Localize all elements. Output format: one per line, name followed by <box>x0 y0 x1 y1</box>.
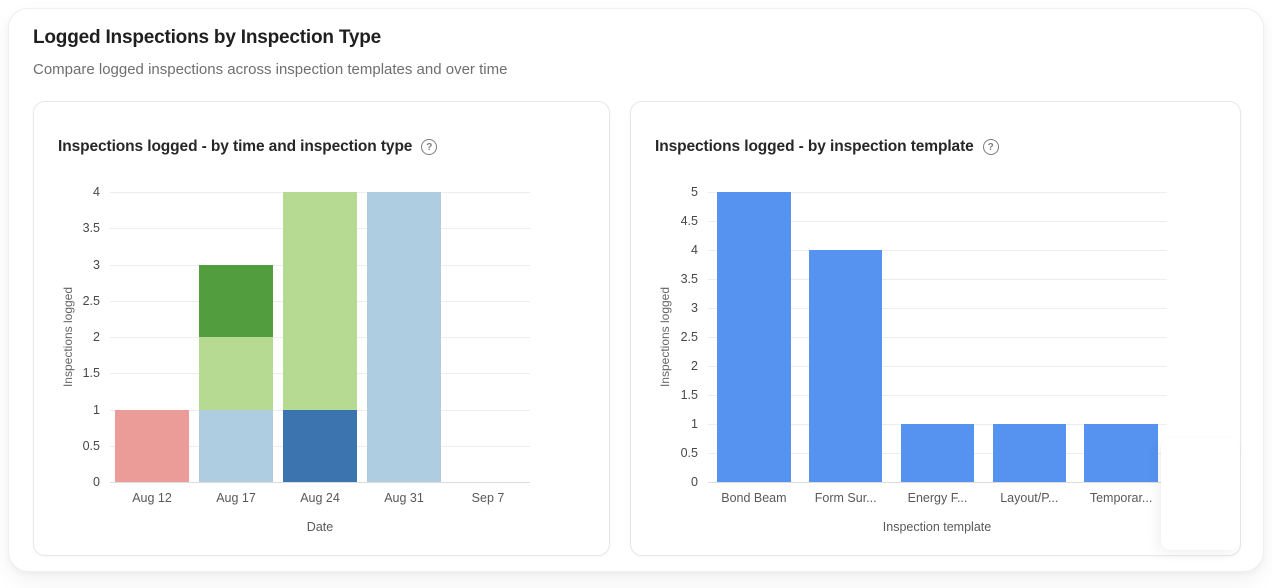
y-tick-label: 2 <box>691 359 698 373</box>
y-tick-label: 1.5 <box>680 388 698 402</box>
x-tick-label: Aug 17 <box>216 491 256 505</box>
chart-card-by-template: Inspections logged - by inspection templ… <box>630 101 1241 556</box>
chart-header: Inspections logged - by inspection templ… <box>655 138 999 156</box>
bar[interactable] <box>900 424 975 482</box>
y-axis-title: Inspections logged <box>658 286 672 388</box>
x-axis-baseline <box>708 482 1167 483</box>
bar-segment-type-salmon[interactable] <box>114 409 190 482</box>
y-tick-label: 4 <box>93 185 100 199</box>
gridline <box>708 366 1167 367</box>
gridline <box>708 279 1167 280</box>
y-tick-label: 1.5 <box>82 366 100 381</box>
bar[interactable] <box>808 250 883 482</box>
y-tick-label: 4 <box>691 243 698 257</box>
logged-inspections-panel: Logged Inspections by Inspection Type Co… <box>8 8 1264 572</box>
plot-area-by-template: 0 0.5 1 1.5 2 2.5 3 3.5 4 4.5 5 Bond Beam Form Sur..… <box>681 185 1167 505</box>
bar[interactable] <box>1084 424 1158 482</box>
x-tick-label: Sep 7 <box>471 491 505 505</box>
y-tick-label: 3 <box>691 301 698 315</box>
y-tick-label: 2.5 <box>680 330 698 344</box>
bar-segment-type-dark-blue[interactable] <box>282 409 358 482</box>
x-axis-baseline <box>110 482 530 483</box>
x-axis-title: Inspection template <box>882 520 992 534</box>
gridline <box>708 337 1167 338</box>
x-axis-title: Date <box>306 520 334 534</box>
y-tick-label: 1 <box>691 417 698 431</box>
bar-segment-type-light-blue[interactable] <box>198 409 274 482</box>
help-icon[interactable]: ? <box>421 139 438 155</box>
x-tick-label: Energy F... <box>907 491 968 505</box>
y-tick-label: 0.5 <box>82 438 100 453</box>
x-tick-label: Aug 12 <box>132 491 172 505</box>
y-tick-label: 0 <box>691 475 698 489</box>
x-tick-label: Aug 24 <box>300 491 340 505</box>
gridline <box>708 221 1167 222</box>
gridline <box>708 308 1167 309</box>
bar-segment-type-light-green[interactable] <box>198 337 274 410</box>
y-tick-label: 2 <box>93 330 100 344</box>
y-tick-label: 3 <box>93 257 100 272</box>
x-tick-label: Form Sur... <box>814 491 877 505</box>
bar-segment-type-dark-green[interactable] <box>198 264 274 337</box>
x-tick-label: Temporar... <box>1089 491 1153 505</box>
gridline <box>708 395 1167 396</box>
x-tick-label: Aug 31 <box>384 491 424 505</box>
gridline <box>708 192 1167 193</box>
bar[interactable] <box>717 192 791 482</box>
x-tick-label: Layout/P... <box>1000 491 1059 505</box>
y-tick-label: 0.5 <box>680 446 698 460</box>
y-tick-label: 5 <box>691 185 698 199</box>
bar[interactable] <box>992 424 1067 482</box>
y-tick-label: 1 <box>93 402 100 417</box>
chart-card-by-time: Inspections logged - by time and inspect… <box>33 101 610 556</box>
bar-segment-type-light-blue[interactable] <box>366 192 442 482</box>
y-tick-label: 0 <box>93 475 100 489</box>
x-tick-label: Bond Beam <box>721 491 787 505</box>
gridline <box>708 250 1167 251</box>
plot-area-by-time: 0 0.5 1 1.5 2 2.5 3 3.5 4 Aug 12 Aug 17 Aug 24 Aug 3… <box>83 185 530 505</box>
page-subtitle: Compare logged inspections across inspec… <box>33 61 508 78</box>
bar-segment-type-light-green[interactable] <box>282 192 358 410</box>
help-icon[interactable]: ? <box>982 139 999 155</box>
y-tick-label: 2.5 <box>82 293 100 308</box>
page-title: Logged Inspections by Inspection Type <box>33 27 382 48</box>
y-tick-label: 3.5 <box>680 272 698 286</box>
y-tick-label: 3.5 <box>82 221 100 236</box>
y-axis-title: Inspections logged <box>61 286 75 388</box>
empty-tooltip-overlay <box>1161 438 1240 550</box>
chart-title-by-template: Inspections logged - by inspection templ… <box>655 138 974 155</box>
chart-title-by-time: Inspections logged - by time and inspect… <box>58 138 413 155</box>
y-tick-label: 4.5 <box>680 214 698 228</box>
chart-header: Inspections logged - by time and inspect… <box>58 138 438 156</box>
